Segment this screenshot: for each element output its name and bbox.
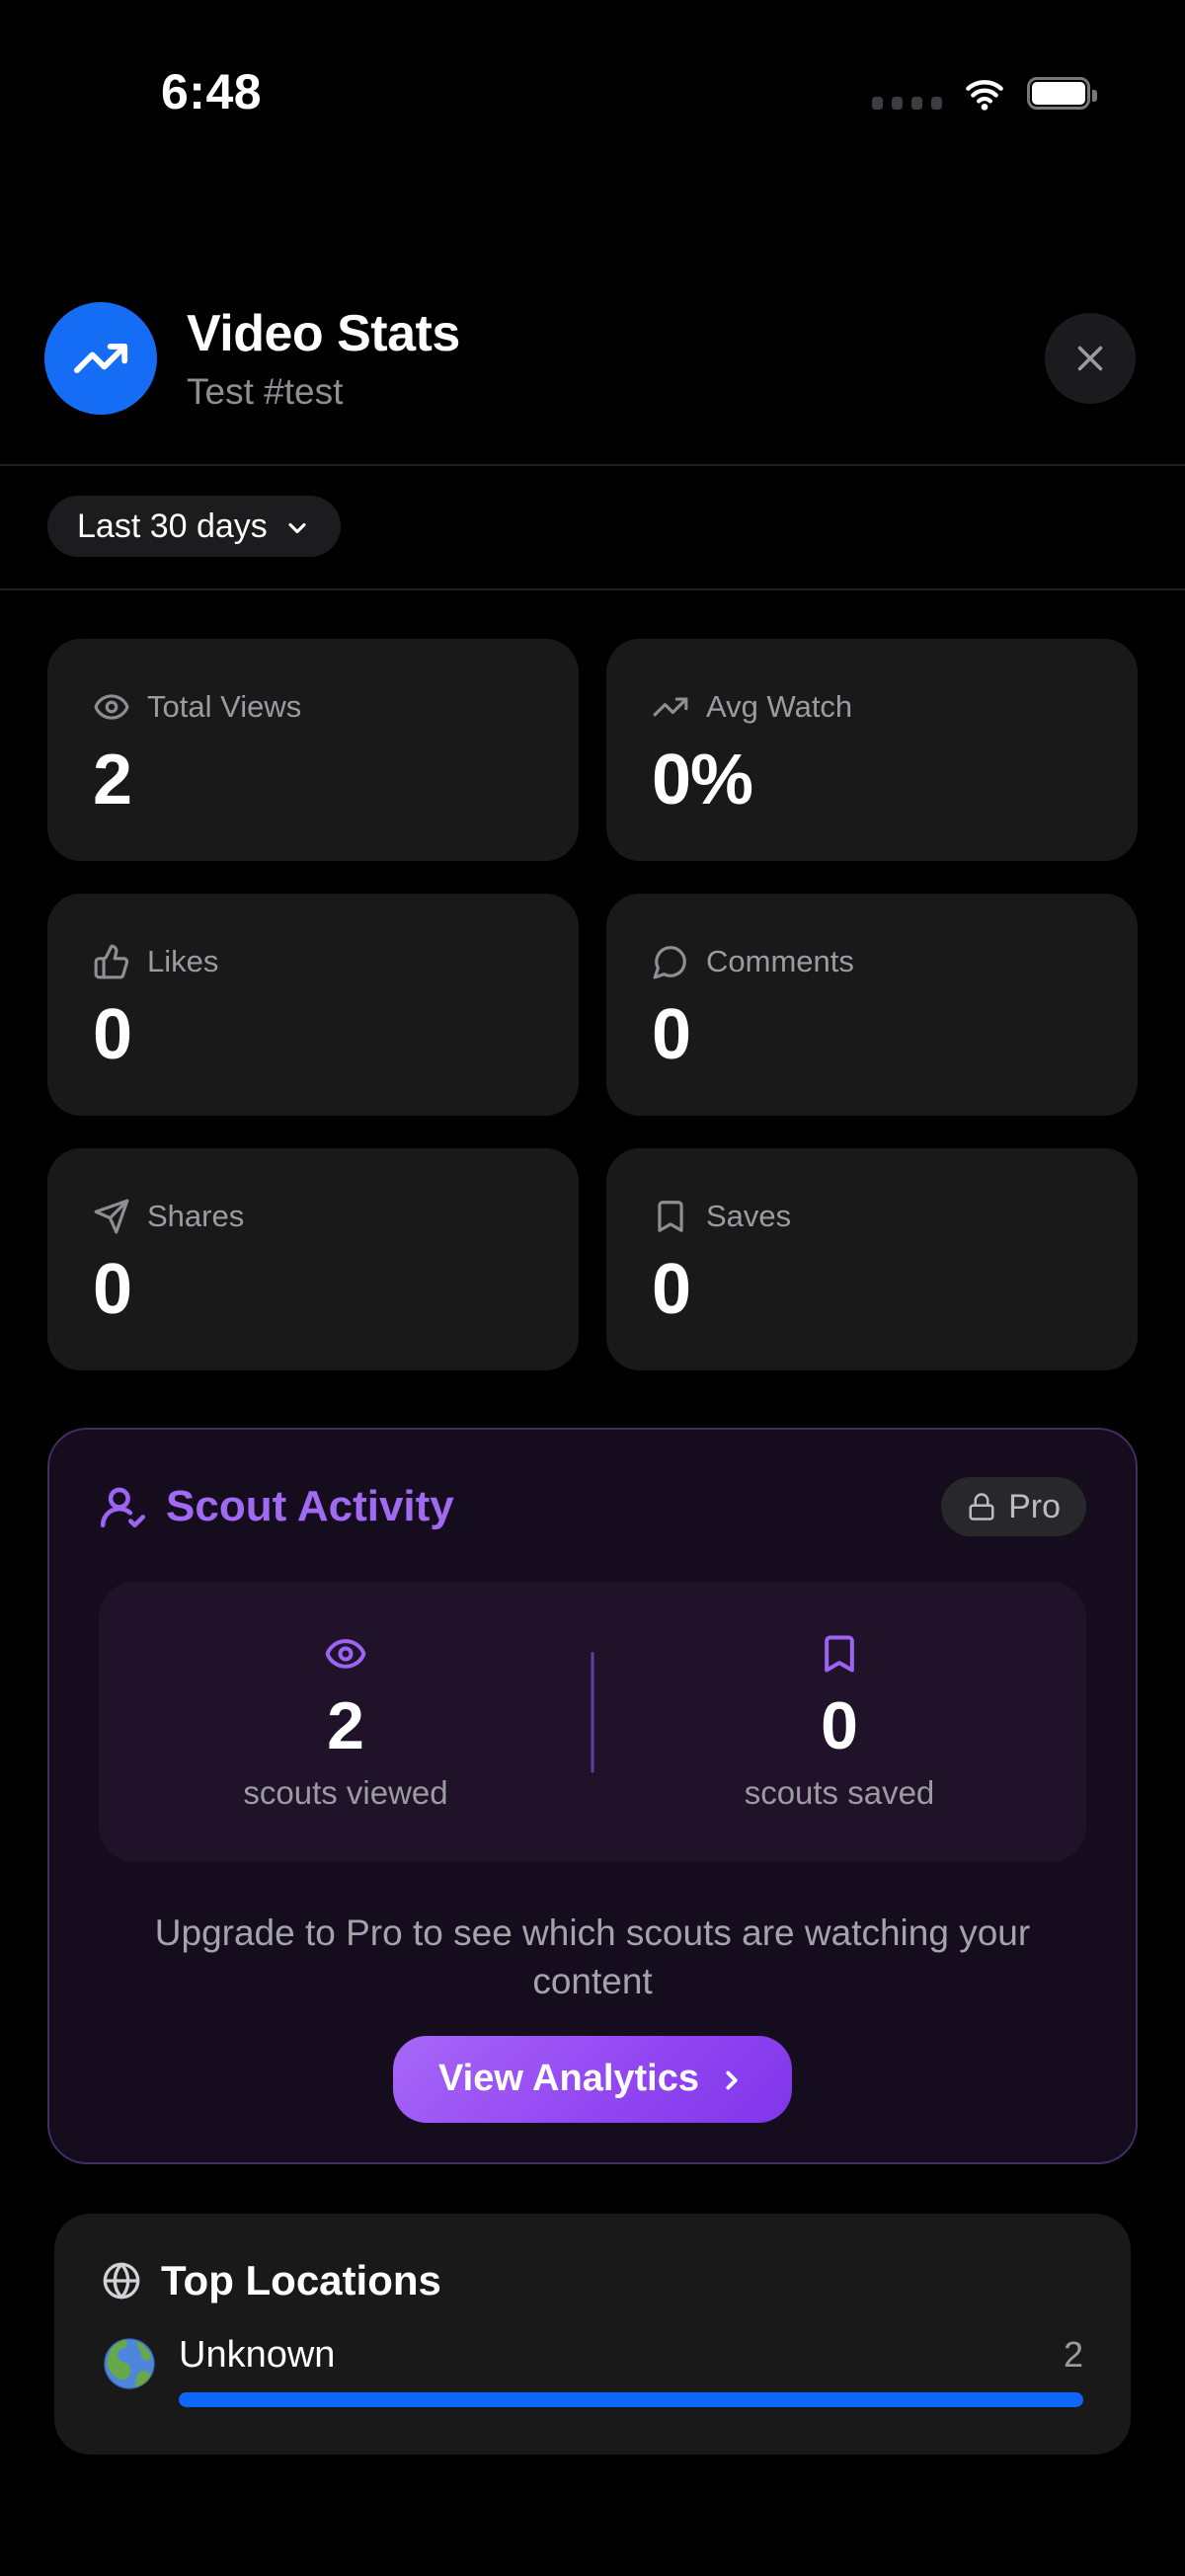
stat-label: Avg Watch <box>706 689 853 724</box>
eye-icon <box>325 1639 366 1669</box>
stat-card-total-views: Total Views 2 <box>47 639 579 861</box>
video-subtitle: Test #test <box>187 371 344 412</box>
top-locations-title: Top Locations <box>161 2257 441 2303</box>
stat-value: 0 <box>93 1250 132 1329</box>
bookmark-icon <box>658 1201 683 1232</box>
scouts-viewed-label: scouts viewed <box>243 1774 448 1811</box>
close-icon <box>1077 346 1103 371</box>
stat-label: Saves <box>706 1199 792 1233</box>
stat-card-likes: Likes 0 <box>47 894 579 1116</box>
eye-icon <box>94 694 129 720</box>
lock-icon <box>969 1493 994 1521</box>
date-range-label: Last 30 days <box>77 507 268 545</box>
battery-icon <box>1027 76 1097 110</box>
divider <box>0 588 1185 590</box>
bookmark-icon <box>825 1635 854 1673</box>
sheet-header: Video Stats Test #test <box>44 296 1136 421</box>
message-circle-icon <box>653 946 686 979</box>
location-name: Unknown <box>179 2334 336 2376</box>
view-analytics-label: View Analytics <box>437 2058 699 2100</box>
stat-card-saves: Saves 0 <box>606 1148 1138 1370</box>
stat-card-avg-watch: Avg Watch 0% <box>606 639 1138 861</box>
status-icons <box>872 70 1097 114</box>
header-text: Video Stats Test #test <box>187 304 1045 413</box>
chevron-down-icon <box>288 522 306 533</box>
upgrade-hint: Upgrade to Pro to see which scouts are w… <box>154 1912 1031 2001</box>
globe-icon <box>103 2262 140 2300</box>
pro-badge-label: Pro <box>1008 1487 1061 1525</box>
stat-label: Total Views <box>147 689 302 724</box>
scout-activity-card: Scout Activity Pro 2 scouts viewed <box>47 1428 1138 2164</box>
date-range-dropdown[interactable]: Last 30 days <box>47 496 341 557</box>
status-bar: 6:48 <box>0 59 1185 124</box>
stat-card-comments: Comments 0 <box>606 894 1138 1116</box>
vertical-divider <box>591 1652 594 1773</box>
stat-label: Likes <box>147 944 219 978</box>
view-analytics-button[interactable]: View Analytics <box>392 2035 792 2123</box>
divider <box>0 464 1185 466</box>
trending-up-icon <box>73 344 128 373</box>
clock: 6:48 <box>161 64 263 119</box>
stat-value: 0 <box>652 1250 691 1329</box>
cellular-signal-icon <box>872 96 942 110</box>
wifi-icon <box>966 80 1003 111</box>
pro-badge[interactable]: Pro <box>941 1477 1086 1536</box>
stat-label: Comments <box>706 944 854 978</box>
send-icon <box>94 1199 129 1234</box>
top-locations-card: Top Locations Unknown 2 <box>54 2214 1131 2455</box>
close-button[interactable] <box>1045 313 1136 404</box>
scouts-viewed-value: 2 <box>327 1688 364 1763</box>
stat-value: 0% <box>652 741 753 820</box>
stats-avatar <box>44 302 157 415</box>
chevron-right-icon <box>726 2070 738 2090</box>
stat-card-shares: Shares 0 <box>47 1148 579 1370</box>
location-progress-bar <box>179 2392 1083 2407</box>
scouts-viewed-stat: 2 scouts viewed <box>99 1632 592 1812</box>
scouts-saved-stat: 0 scouts saved <box>592 1632 1086 1812</box>
earth-globe-icon <box>104 2338 155 2389</box>
scout-activity-title: Scout Activity <box>166 1482 454 1530</box>
scouts-saved-value: 0 <box>821 1688 858 1763</box>
location-count: 2 <box>1063 2334 1083 2375</box>
stats-grid: Total Views 2 Avg Watch 0% Likes <box>47 639 1138 1370</box>
stat-value: 2 <box>93 741 132 820</box>
stat-label: Shares <box>147 1199 245 1233</box>
thumbs-up-icon <box>94 944 129 979</box>
stat-value: 0 <box>93 995 132 1074</box>
location-progress-track <box>179 2392 1083 2407</box>
trending-up-icon <box>653 697 688 717</box>
stat-value: 0 <box>652 995 691 1074</box>
page-title: Video Stats <box>187 305 460 362</box>
scouts-saved-label: scouts saved <box>744 1774 935 1811</box>
location-row: Unknown 2 <box>102 2334 1083 2407</box>
user-check-icon <box>100 1487 146 1528</box>
scout-stats-panel: 2 scouts viewed 0 scouts saved <box>99 1582 1086 1862</box>
